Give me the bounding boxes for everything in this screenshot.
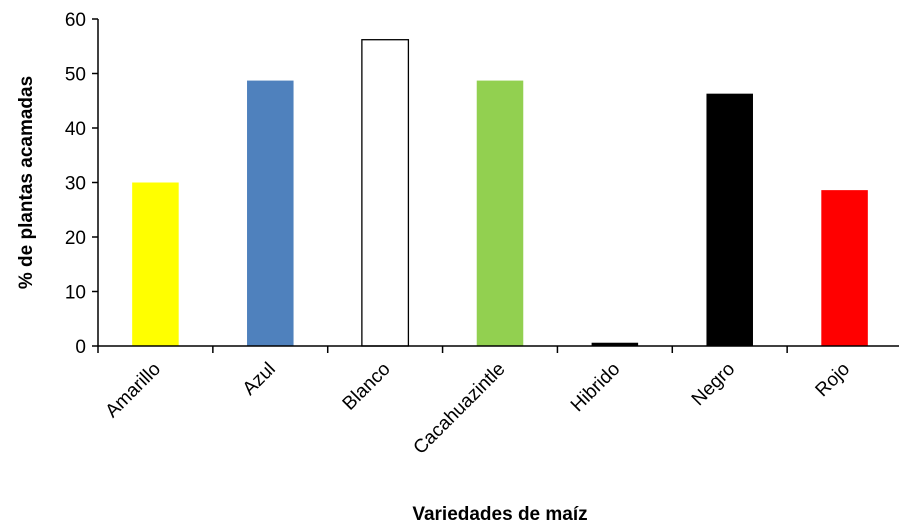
bars-group <box>132 39 868 347</box>
y-axis-title: % de plantas acamadas <box>16 76 37 289</box>
x-axis-title: Variedades de maíz <box>412 504 587 525</box>
bar-negro <box>706 93 753 346</box>
bar-cacahuazintle <box>476 80 524 346</box>
bar-hibrido <box>591 342 639 346</box>
x-tick-label: Cacahuazintle <box>410 359 510 459</box>
bar-rojo <box>821 190 868 346</box>
bar-amarillo <box>132 182 179 346</box>
y-tick-label: 60 <box>65 10 86 31</box>
y-tick-label: 10 <box>65 283 86 304</box>
y-tick-label: 50 <box>65 65 86 86</box>
y-tick-label: 20 <box>65 228 86 249</box>
bar-blanco <box>361 39 410 347</box>
x-tick-label: Amarillo <box>102 359 165 422</box>
x-tick-label: Azul <box>239 359 280 400</box>
y-tick-label: 30 <box>65 174 86 195</box>
y-axis: 0 10 20 30 40 50 60 <box>65 10 99 358</box>
x-tick-label: Negro <box>688 359 739 410</box>
y-tick-label: 0 <box>75 337 86 358</box>
x-axis: Amarillo Azul Blanco Cacahuazintle Hibrido Ne… <box>97 345 899 459</box>
x-tick-label: Blanco <box>339 359 395 415</box>
x-tick-label: Rojo <box>812 359 854 401</box>
x-tick-label: Hibrido <box>567 359 624 416</box>
bar-azul <box>247 80 294 346</box>
y-tick-label: 40 <box>65 119 86 140</box>
